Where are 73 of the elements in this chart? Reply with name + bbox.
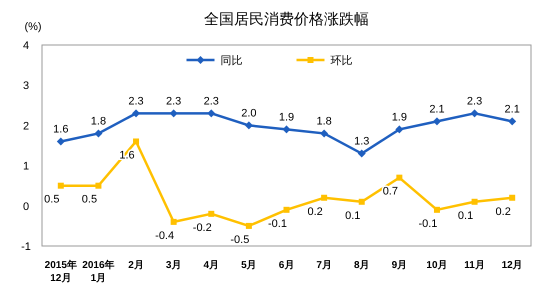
x-tick-label: 5月 [241,260,257,271]
point [58,182,64,189]
data-label: 1.6 [53,123,68,136]
y-tick-label: 3 [22,80,30,92]
y-tick-label: 0 [22,200,30,213]
data-label: 1.3 [354,136,370,148]
point [208,210,214,217]
data-label: 0.7 [382,186,398,198]
data-label: 2.1 [504,103,520,116]
point [56,137,65,146]
point [320,129,328,138]
point [133,138,140,144]
x-tick-label: 9月 [392,260,408,271]
x-tick-label: 6月 [278,260,294,271]
data-label: 0.2 [496,206,511,218]
data-label: 1.8 [316,115,332,128]
x-tick-label: 7月 [316,260,332,271]
point [395,125,404,134]
point [432,117,441,126]
point [358,198,365,205]
x-tick-label: 2015年 12月 [44,259,77,284]
point [170,109,178,118]
data-label: 2.3 [466,95,482,108]
y-tick-label: 4 [22,40,30,52]
data-label: -0.4 [155,230,174,242]
point [472,198,478,205]
data-label: 2.3 [204,95,219,108]
legend-label: 同比 [220,54,242,67]
data-label: -0.1 [268,218,287,230]
legend-label: 环比 [330,54,352,67]
y-tick-label: 2 [22,120,30,132]
point [207,109,216,118]
x-tick-label: 12月 [502,260,523,271]
point [434,206,440,213]
data-label: 0.1 [345,210,360,222]
point [95,182,102,189]
point [396,174,402,181]
point [94,129,102,138]
data-label: 1.9 [278,111,294,124]
y-axis-title: (%) [24,21,42,33]
x-tick-label: 11月 [464,260,485,271]
x-tick-label: 8月 [354,260,370,271]
point [358,150,366,158]
data-label: 2.3 [128,95,144,108]
x-tick-label: 10月 [426,260,448,271]
point [321,194,328,201]
data-label: 0.1 [458,210,474,222]
data-label: 2.1 [429,103,445,116]
x-tick-label: 3月 [166,260,182,271]
point [470,109,479,118]
data-label: 1.8 [90,115,106,128]
point [246,222,252,229]
data-label: 2.0 [241,107,257,120]
y-tick-label: -1 [21,241,31,253]
point [282,125,290,134]
point [284,206,290,213]
x-tick-label: 2月 [128,260,144,271]
chart-title: 全国居民消费价格涨跌幅 [204,11,369,28]
data-label: 0.2 [307,206,323,218]
data-label: 1.9 [392,111,407,124]
data-label: 0.5 [44,194,60,206]
data-label: 2.3 [166,95,182,108]
x-tick-label: 2016年 1月 [82,259,115,284]
point [508,117,516,126]
point [509,194,516,201]
data-label: 0.5 [82,194,98,206]
point [170,218,177,225]
y-tick-label: 1 [22,160,30,173]
x-tick-label: 4月 [203,260,220,271]
data-label: -0.5 [230,234,250,246]
data-label: -0.1 [418,218,438,230]
data-label: -0.2 [192,222,212,234]
point [244,121,253,130]
